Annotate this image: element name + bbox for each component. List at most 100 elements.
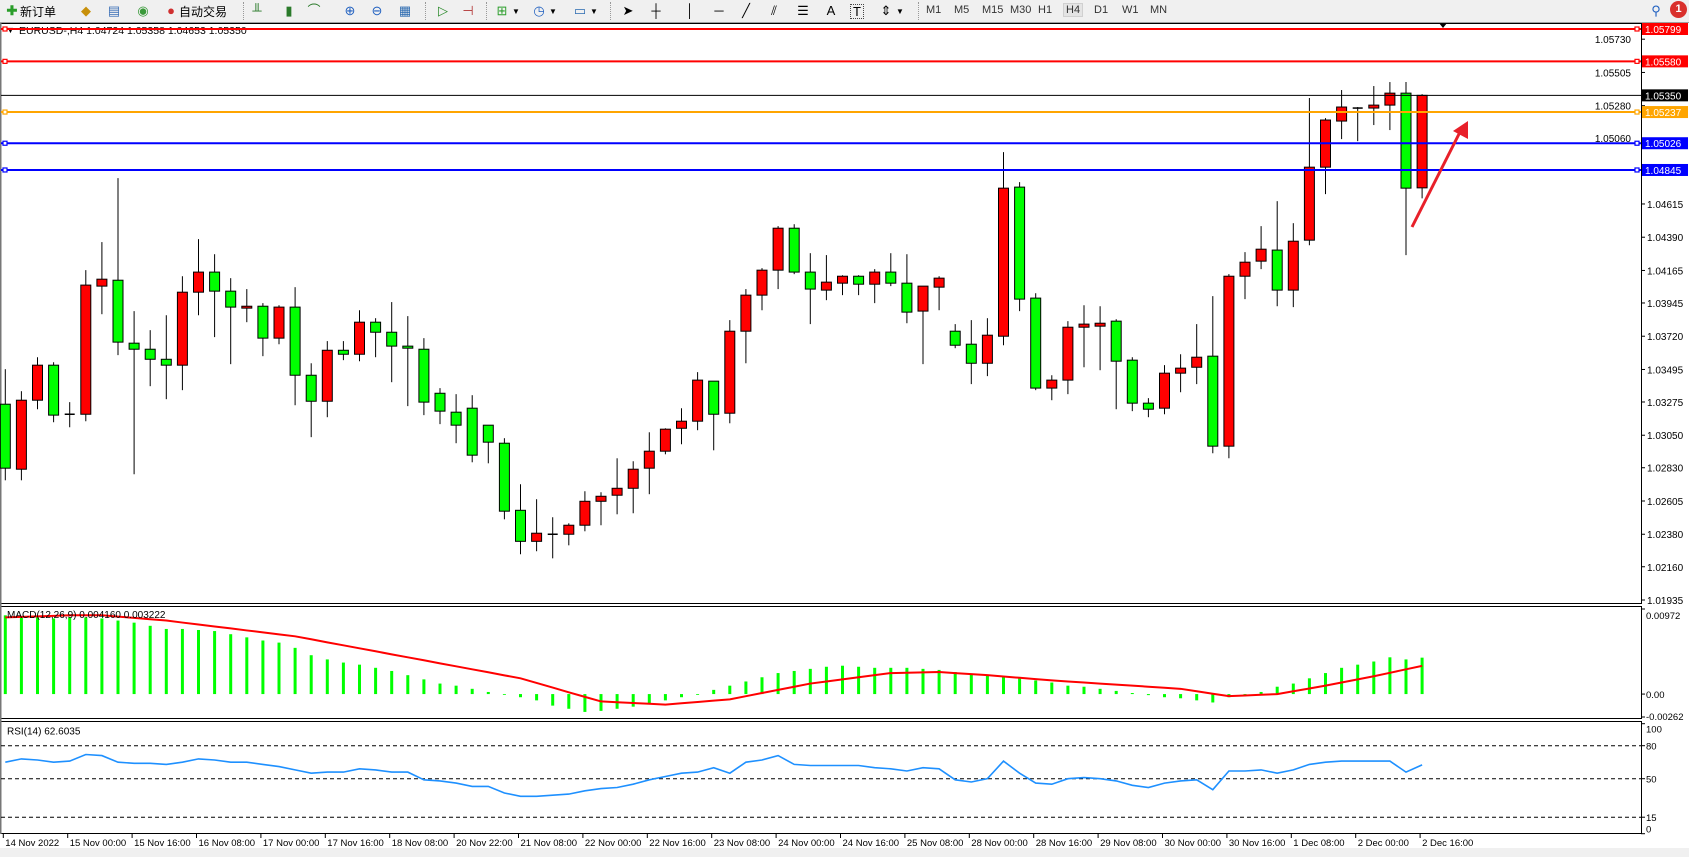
- macd-histogram-bar: [341, 662, 345, 695]
- candle-body: [48, 364, 60, 416]
- candle-body: [241, 305, 253, 309]
- candle-body: [1046, 379, 1058, 389]
- navigator-button[interactable]: ▤: [106, 2, 122, 20]
- candle: [998, 152, 1009, 346]
- candle: [611, 458, 623, 515]
- chart-shift-triangle: [1439, 23, 1447, 28]
- zoom-in-icon: ⊕: [344, 3, 356, 18]
- crosshair-icon: ┼: [651, 3, 661, 18]
- candle: [643, 432, 655, 495]
- channel-tool[interactable]: ⫽: [766, 2, 782, 20]
- zoom-out-button[interactable]: ⊖: [369, 2, 385, 20]
- candle: [837, 275, 848, 296]
- macd-histogram-bar: [180, 628, 184, 695]
- trendline-tool[interactable]: ╱: [738, 2, 754, 20]
- separator: [610, 2, 612, 20]
- candle: [804, 253, 816, 325]
- auto-scroll-button[interactable]: ▷: [435, 2, 451, 20]
- macd-histogram-bar: [905, 667, 909, 695]
- candle-body: [386, 331, 398, 347]
- notifications-badge[interactable]: 1: [1670, 1, 1687, 18]
- candle: [160, 315, 172, 400]
- horizontal-level-price-label: 1.05237: [1645, 108, 1682, 119]
- timeframe-h1[interactable]: H1: [1038, 4, 1053, 16]
- macd-histogram-bar: [1404, 659, 1408, 695]
- search-button[interactable]: ⚲: [1648, 2, 1664, 20]
- price-tick-label: 1.02160: [1647, 563, 1684, 574]
- macd-histogram-bar: [470, 688, 474, 695]
- macd-histogram-bar: [1211, 694, 1215, 703]
- separator: [243, 2, 245, 20]
- macd-histogram-bar: [1098, 688, 1102, 695]
- market-watch-button[interactable]: ◆: [78, 2, 94, 20]
- candle: [917, 285, 929, 365]
- time-label: 30 Nov 16:00: [1229, 838, 1286, 849]
- timeframe-m1[interactable]: M1: [926, 4, 942, 16]
- auto-trading-button[interactable]: ● 自动交易: [163, 2, 227, 20]
- candlestick-chart-button[interactable]: ▮: [281, 2, 297, 20]
- macd-histogram-bar: [953, 672, 957, 695]
- macd-histogram-bar: [293, 647, 297, 695]
- macd-signal-line: [5, 614, 1423, 706]
- candle-body: [1271, 249, 1283, 291]
- chart-shift-button[interactable]: ⊣: [460, 2, 476, 20]
- crosshair-tool[interactable]: ┼: [648, 2, 664, 20]
- timeframe-d1[interactable]: D1: [1094, 4, 1109, 16]
- timeframe-mn[interactable]: MN: [1150, 4, 1168, 16]
- timeframe-m15[interactable]: M15: [982, 4, 1004, 16]
- tile-windows-button[interactable]: ▦: [397, 2, 413, 20]
- candle: [1175, 354, 1187, 393]
- cursor-tool[interactable]: ➤: [620, 2, 636, 20]
- indicators-icon: ▭: [573, 3, 587, 18]
- candle-body: [160, 358, 172, 366]
- periods-button[interactable]: ◷ ▼: [531, 2, 557, 20]
- candle: [1110, 319, 1122, 410]
- arrows-tool[interactable]: ⇕ ▼: [878, 2, 904, 20]
- candle-body: [531, 532, 543, 542]
- new-order-button[interactable]: ✚ 新订单: [4, 2, 56, 20]
- candle: [450, 394, 462, 444]
- candle: [176, 276, 188, 391]
- text-label-tool[interactable]: T: [850, 2, 864, 20]
- horizontal-line-tool[interactable]: ─: [711, 2, 727, 20]
- timeframe-m5[interactable]: M5: [954, 4, 970, 16]
- candle-body: [32, 364, 43, 401]
- candle-body: [0, 403, 11, 469]
- candle-body: [96, 278, 108, 287]
- candle-body: [15, 399, 27, 470]
- candle-body: [740, 294, 752, 332]
- chart-window[interactable]: ▼EURUSD-,H4 1.04724 1.05358 1.04653 1.05…: [0, 23, 1689, 849]
- timeframe-w1[interactable]: W1: [1122, 4, 1139, 16]
- signals-button[interactable]: ◉: [135, 2, 151, 20]
- line-chart-button[interactable]: ⌒: [306, 2, 322, 20]
- candle: [193, 239, 204, 316]
- price-tick-label: 1.01935: [1647, 596, 1684, 607]
- candle-body: [1400, 92, 1412, 189]
- timeframe-m30[interactable]: M30: [1010, 4, 1032, 16]
- candle-body: [418, 348, 430, 403]
- candle: [820, 255, 832, 301]
- status-strip: [0, 848, 1689, 857]
- text-tool[interactable]: A: [823, 2, 839, 20]
- auto-trading-label: 自动交易: [179, 4, 228, 19]
- zoom-in-button[interactable]: ⊕: [342, 2, 358, 20]
- candle: [15, 391, 27, 481]
- candle: [48, 362, 60, 423]
- macd-histogram-bar: [599, 694, 603, 711]
- rsi-tick-label: 80: [1646, 742, 1657, 753]
- fibonacci-tool[interactable]: ☰: [795, 2, 811, 20]
- candle: [740, 289, 752, 364]
- annotation-arrow-shaft: [1410, 131, 1462, 228]
- macd-histogram-bar: [245, 637, 249, 695]
- new-chart-button[interactable]: ⊞ ▼: [494, 2, 520, 20]
- timeframe-h4[interactable]: H4: [1062, 3, 1084, 17]
- indicators-button[interactable]: ▭ ▼: [572, 2, 598, 20]
- vertical-line-tool[interactable]: │: [682, 2, 698, 20]
- horizontal-level-price-label: 1.05799: [1645, 25, 1682, 36]
- candle: [1046, 375, 1058, 401]
- bar-chart-button[interactable]: ╨: [249, 2, 265, 20]
- horizontal-level-price-label: 1.04845: [1645, 166, 1682, 177]
- candle: [1126, 357, 1138, 412]
- candle-body: [837, 275, 848, 284]
- candle-body: [257, 305, 269, 339]
